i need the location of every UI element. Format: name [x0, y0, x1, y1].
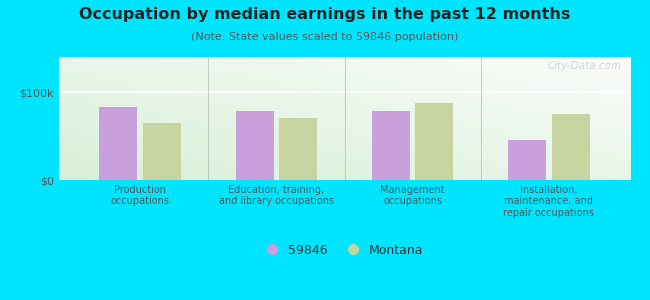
Legend: 59846, Montana: 59846, Montana	[261, 239, 428, 262]
Bar	[99, 107, 138, 180]
Bar	[143, 123, 181, 180]
Text: City-Data.com: City-Data.com	[548, 61, 622, 71]
Bar	[415, 103, 454, 180]
Bar	[508, 140, 546, 180]
Bar	[372, 112, 410, 180]
Text: (Note: State values scaled to 59846 population): (Note: State values scaled to 59846 popu…	[191, 32, 459, 41]
Bar	[235, 111, 274, 180]
Bar	[551, 114, 590, 180]
Bar	[279, 118, 317, 180]
Text: Occupation by median earnings in the past 12 months: Occupation by median earnings in the pas…	[79, 8, 571, 22]
